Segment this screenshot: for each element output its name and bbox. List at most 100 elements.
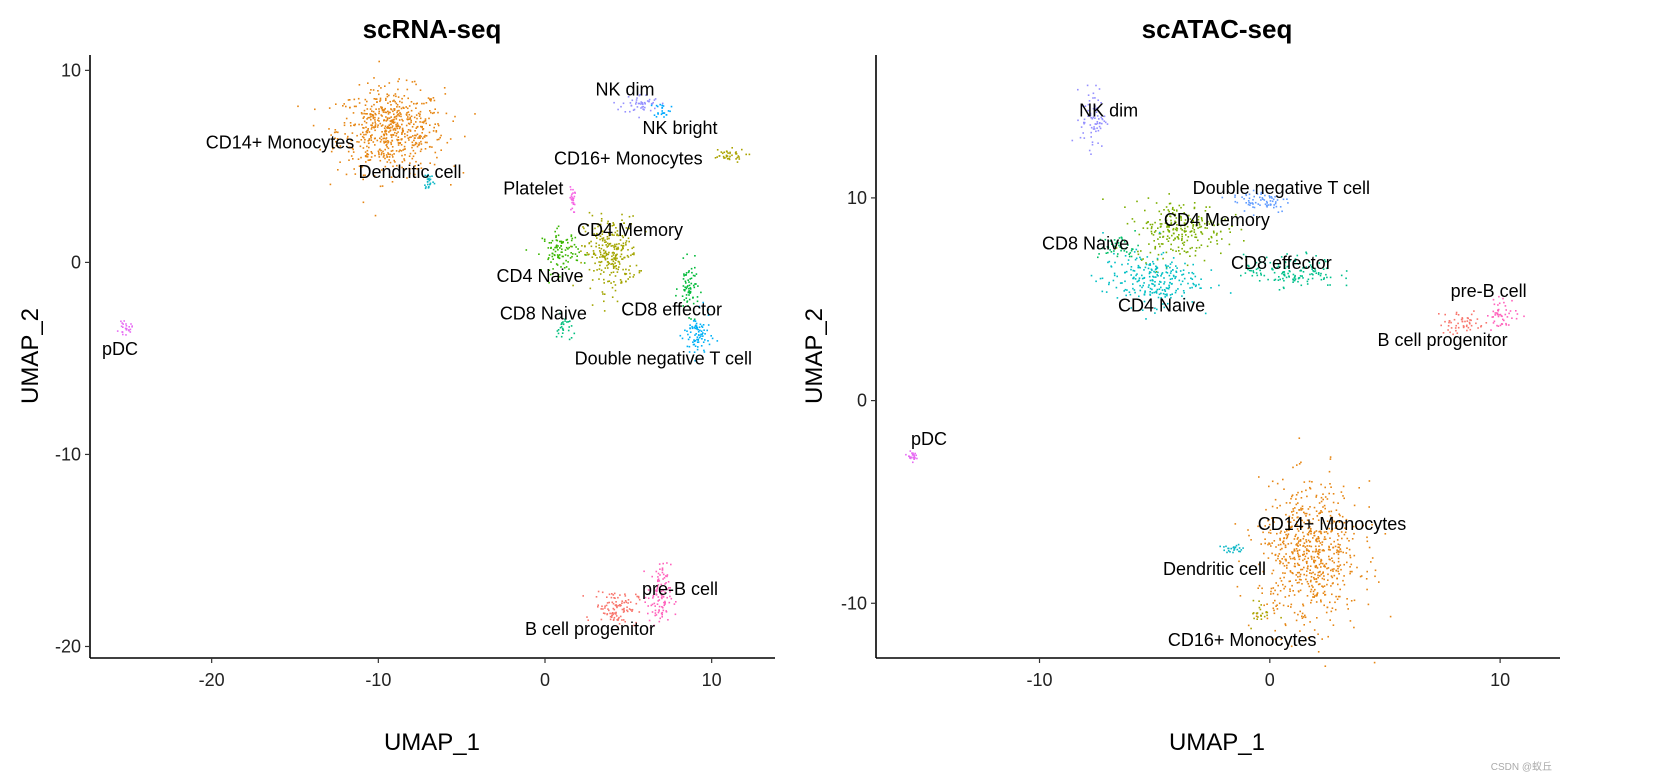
cell-point — [1293, 279, 1296, 282]
cell-point — [694, 283, 696, 285]
cell-point — [1268, 195, 1271, 197]
cell-point — [1095, 107, 1097, 110]
cell-point — [1332, 570, 1334, 572]
cell-point — [607, 242, 609, 245]
cell-point — [1497, 304, 1499, 306]
cell-point — [571, 255, 573, 258]
cell-point — [1279, 539, 1281, 541]
cell-point — [1468, 321, 1471, 324]
cell-point — [555, 245, 558, 247]
cell-point — [913, 454, 915, 456]
cell-point — [1204, 312, 1207, 315]
cell-point — [1307, 519, 1310, 522]
cell-point — [559, 247, 561, 249]
cell-point — [421, 102, 423, 105]
cell-point — [660, 583, 663, 586]
cell-point — [1146, 227, 1149, 230]
cell-point — [624, 234, 626, 237]
cell-point — [662, 589, 664, 592]
cell-point — [1195, 236, 1198, 239]
cell-point — [569, 186, 572, 188]
cell-point — [1328, 527, 1330, 530]
cell-point — [394, 131, 396, 134]
cell-point — [396, 114, 399, 116]
cell-point — [572, 192, 574, 194]
cell-point — [1338, 573, 1340, 575]
cell-point — [587, 253, 589, 256]
cell-point — [387, 140, 389, 142]
cell-point — [1492, 316, 1494, 318]
cell-point — [1259, 204, 1261, 206]
cell-point — [429, 124, 431, 126]
cell-point — [1461, 320, 1464, 323]
cell-point — [1259, 196, 1261, 199]
cell-point — [386, 156, 388, 158]
cell-point — [429, 183, 431, 186]
cell-point — [1293, 594, 1296, 596]
cell-point — [1184, 262, 1186, 265]
cell-point — [1319, 583, 1321, 585]
cell-point — [1319, 274, 1322, 277]
cell-point — [1197, 239, 1199, 242]
cell-point — [668, 587, 670, 589]
cell-point — [125, 334, 127, 336]
cell-point — [1141, 274, 1143, 277]
cell-point — [1286, 534, 1289, 537]
cell-point — [1276, 593, 1279, 596]
cell-point — [1310, 528, 1312, 530]
cell-point — [1465, 325, 1468, 328]
cell-point — [1184, 219, 1187, 221]
cell-point — [354, 123, 356, 126]
cell-point — [1260, 604, 1262, 606]
cell-point — [1318, 549, 1320, 551]
cell-point — [1467, 326, 1470, 329]
cell-point — [1183, 297, 1186, 300]
cell-point — [1282, 478, 1284, 481]
cell-point — [1152, 260, 1154, 263]
cell-point — [635, 103, 637, 105]
cell-point — [1345, 552, 1348, 554]
cell-point — [1170, 222, 1173, 224]
cell-point — [1181, 247, 1183, 250]
cell-point — [588, 268, 591, 271]
cell-point — [624, 272, 626, 275]
cell-point — [1306, 595, 1309, 597]
cell-point — [1337, 595, 1340, 598]
cell-point — [1110, 251, 1113, 253]
cell-point — [696, 327, 699, 329]
cell-point — [403, 158, 405, 160]
cell-point — [628, 227, 631, 230]
cell-point — [424, 134, 426, 137]
cell-point — [1307, 508, 1310, 510]
cell-point — [407, 116, 409, 118]
cell-point — [1175, 250, 1177, 252]
cell-point — [415, 121, 417, 123]
cell-point — [650, 104, 653, 107]
cell-point — [1260, 191, 1263, 194]
cell-point — [396, 139, 399, 142]
cell-point — [1345, 277, 1347, 280]
cell-point — [392, 129, 395, 131]
cell-point — [1152, 275, 1154, 278]
cell-point — [726, 158, 729, 160]
cell-point — [1277, 279, 1280, 281]
cell-point — [653, 624, 656, 627]
cell-point — [1447, 329, 1449, 331]
cell-point — [1444, 320, 1446, 323]
cell-point — [1313, 532, 1315, 534]
cell-point — [363, 136, 365, 139]
cell-point — [388, 159, 390, 161]
cell-point — [1505, 324, 1508, 326]
cell-point — [1282, 562, 1284, 565]
cell-point — [1329, 601, 1331, 604]
cell-point — [1337, 535, 1340, 537]
cell-point — [600, 253, 602, 256]
x-tick-label: -10 — [365, 670, 391, 690]
cell-point — [410, 101, 413, 103]
cell-point — [1487, 315, 1489, 317]
cell-point — [386, 93, 388, 95]
cell-point — [612, 265, 615, 268]
cell-point — [559, 240, 561, 243]
cell-point — [404, 133, 406, 135]
cell-point — [1273, 263, 1275, 266]
